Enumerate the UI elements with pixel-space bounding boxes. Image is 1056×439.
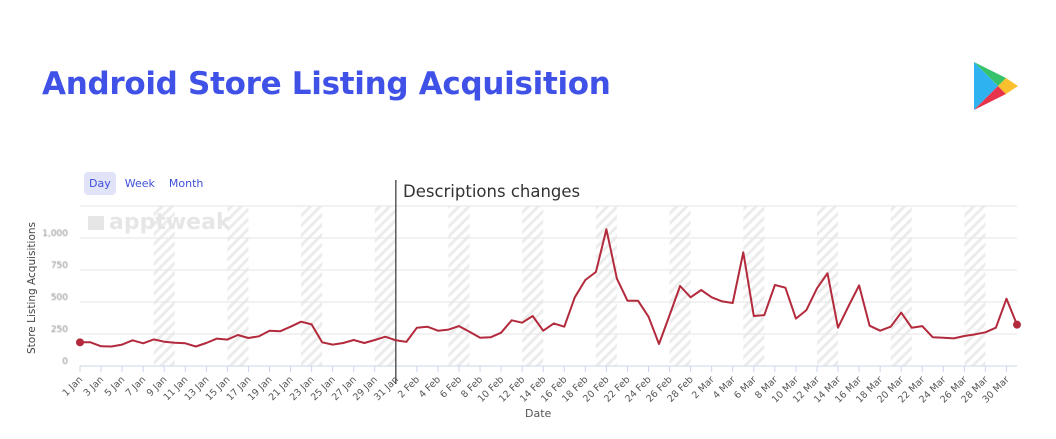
weekend-band <box>227 206 249 366</box>
y-tick-label: 500 <box>51 293 68 303</box>
range-week-button[interactable]: Week <box>124 177 155 190</box>
apptweak-watermark: apptweak <box>88 210 231 235</box>
endpoint-marker <box>1013 320 1021 329</box>
weekend-band <box>890 206 912 366</box>
x-tick-label: 7 Jan <box>124 374 149 399</box>
x-tick-label: 5 Jan <box>103 374 128 399</box>
chart-icon <box>88 215 104 230</box>
weekend-band <box>448 206 470 366</box>
weekend-band <box>595 206 617 366</box>
x-axis-label: Date <box>525 407 552 420</box>
series-line <box>80 228 1018 348</box>
range-month-button[interactable]: Month <box>168 177 204 190</box>
weekend-band <box>964 206 986 366</box>
weekend-band <box>301 206 323 366</box>
range-day-button[interactable]: Day <box>84 172 116 195</box>
weekend-band <box>522 206 544 366</box>
x-tick-label: 1 Jan <box>61 374 86 399</box>
y-tick-label: 0 <box>62 357 68 367</box>
y-tick-label: 250 <box>51 325 68 335</box>
x-tick-label: 4 Feb <box>417 374 443 400</box>
x-tick-label: 2 Feb <box>396 374 422 400</box>
x-tick-label: 3 Jan <box>82 374 107 399</box>
x-tick-label: 2 Mar <box>690 374 717 401</box>
range-selector: Day Week Month <box>84 172 208 195</box>
google-play-logo <box>974 62 1018 110</box>
page-title: Android Store Listing Acquisition <box>42 66 611 102</box>
endpoint-marker <box>76 338 84 347</box>
weekend-band <box>816 206 839 366</box>
y-axis-label: Store Listing Acquisitions <box>26 222 38 354</box>
x-tick-label: 4 Mar <box>711 374 738 401</box>
y-tick-label: 750 <box>51 261 68 271</box>
weekend-band <box>374 206 396 366</box>
weekend-band <box>743 206 765 366</box>
x-tick-label: 6 Mar <box>732 374 759 401</box>
weekend-band <box>153 206 175 366</box>
annotation-label: Descriptions changes <box>403 182 581 201</box>
x-tick-label: 6 Feb <box>438 374 464 400</box>
y-tick-label: 1,000 <box>42 229 68 239</box>
